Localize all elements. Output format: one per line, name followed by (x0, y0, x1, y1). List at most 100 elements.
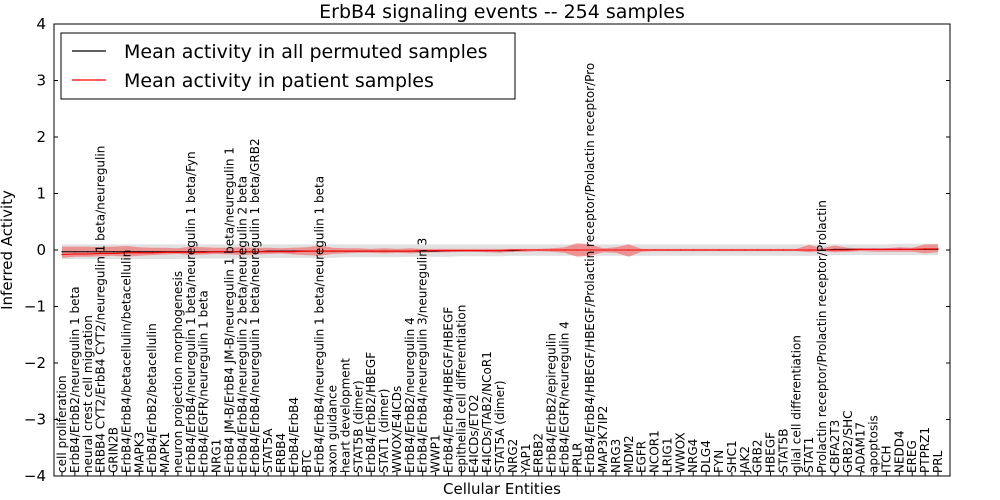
y-tick-label: 2 (36, 128, 46, 146)
data-point-patient (357, 250, 359, 252)
data-point-permuted (87, 251, 89, 253)
legend: Mean activity in all permuted samples Me… (60, 32, 516, 100)
entity-label: NRG1 (210, 439, 224, 473)
entity-label: STAT5B (776, 429, 790, 474)
entity-label: E4ICDs/TAB2/NCoR1 (480, 351, 494, 473)
data-point-patient (563, 249, 566, 251)
entity-label: neural crest cell migration (81, 315, 95, 473)
entity-label: ErbB4/EGFR/neuregulin 1 beta (197, 290, 211, 473)
entity-label: Prolactin receptor/Prolactin receptor/Pr… (815, 200, 829, 473)
data-point-patient (795, 249, 797, 251)
data-point-patient (692, 249, 694, 251)
y-tick-label: −2 (24, 354, 46, 372)
data-point-patient (460, 250, 462, 252)
entity-labels: cell proliferationErbB4/ErbB2/neuregulin… (55, 63, 945, 476)
data-point-permuted (151, 251, 153, 253)
data-point-patient (125, 252, 127, 254)
entity-label: ErbB4/ErbB2/epiregulin (545, 333, 559, 473)
entity-label: ErbB4/ErbB4/neuregulin 1 beta/neuregulin… (248, 138, 262, 473)
data-point-patient (924, 248, 926, 250)
data-point-patient (112, 252, 115, 254)
data-point-patient (731, 249, 733, 251)
data-point-patient (383, 250, 385, 252)
y-tick-label: 4 (36, 15, 46, 33)
entity-label: ERBB4 (274, 433, 288, 473)
data-point-permuted (138, 251, 140, 253)
chart-title: ErbB4 signaling events -- 254 samples (319, 1, 685, 23)
entity-label: NEDD4 (892, 430, 906, 473)
entity-label: ErbB4/ErbB2/neuregulin 1 beta (68, 286, 82, 473)
entity-label: ERBB4 CYT2/ErbB4 CYT2/neuregulin 1 beta/… (94, 146, 108, 473)
y-tick-label: −1 (24, 298, 46, 316)
entity-label: YAP1 (519, 444, 533, 474)
entity-label: PRL (931, 450, 945, 473)
data-point-patient (435, 250, 437, 252)
entity-label: FYN (712, 450, 726, 473)
data-point-patient (409, 250, 411, 252)
entity-label: STAT5B (dimer) (351, 380, 365, 473)
data-point-patient (228, 251, 231, 253)
data-point-patient (769, 249, 772, 251)
entity-label: MDM2 (622, 435, 636, 473)
data-point-patient (873, 248, 875, 250)
entity-label: ADAM17 (854, 422, 868, 473)
entity-label: ErbB4/ErbB4/neuregulin 1 beta/neuregulin… (313, 176, 327, 473)
entity-label: MAP3K7IP2 (596, 406, 610, 473)
data-point-patient (396, 250, 398, 252)
data-point-patient (151, 252, 153, 254)
data-point-patient (138, 252, 140, 254)
data-point-patient (319, 250, 321, 252)
data-point-patient (216, 251, 218, 253)
data-point-patient (679, 249, 682, 251)
entity-label: ITCH (880, 445, 894, 473)
y-tick-label: 1 (36, 185, 46, 203)
data-point-patient (808, 249, 810, 251)
entity-label: E4ICDs/ETO2 (467, 394, 481, 473)
y-tick-label: −4 (24, 467, 46, 485)
entity-label: apoptosis (867, 415, 881, 473)
entity-label: GRIN2B (107, 427, 121, 473)
y-tick-label: 0 (36, 241, 46, 259)
entity-label: HBEGF (764, 432, 778, 473)
data-point-patient (370, 250, 372, 252)
entity-label: STAT1 (dimer) (377, 389, 391, 473)
entity-label: ErbB4/ErbB4/neuregulin 1 beta/neuregulin… (184, 151, 198, 473)
entity-label: epithelial cell differentiation (454, 305, 468, 473)
data-point-patient (61, 253, 63, 256)
data-point-patient (538, 249, 540, 251)
data-point-patient (937, 248, 939, 250)
entity-label: MAPK1 (158, 432, 172, 473)
data-point-patient (241, 251, 243, 253)
entity-label: ErbB4/ErbB4/neuregulin 2 beta/neuregulin… (235, 176, 249, 473)
entity-label: ErbB4/EGFR/neuregulin 4 (557, 321, 571, 473)
data-point-patient (615, 249, 617, 251)
data-point-patient (744, 249, 746, 251)
data-point-patient (344, 250, 346, 252)
data-point-patient (718, 249, 720, 251)
data-point-patient (898, 248, 901, 250)
entity-label: EGFR (635, 441, 649, 473)
data-point-patient (782, 249, 785, 251)
entity-label: ErbB4/ErbB4/betacellulin/betacellulin (119, 250, 133, 473)
data-point-patient (602, 249, 604, 251)
data-point-patient (280, 251, 282, 253)
data-point-patient (860, 248, 862, 250)
data-point-patient (74, 253, 76, 255)
y-axis-ticks: −4 −3 −2 −1 0 1 2 3 4 (24, 15, 950, 485)
entity-label: ErbB4/ErbB2/HBEGF (364, 352, 378, 473)
entity-label: LRIG1 (661, 438, 675, 474)
data-point-patient (666, 249, 669, 251)
entity-label: STAT5A (dimer) (493, 380, 507, 473)
entity-label: glial cell differentiation (789, 335, 803, 473)
legend-label-permuted: Mean activity in all permuted samples (124, 41, 487, 63)
entity-label: GRB2 (751, 439, 765, 473)
entity-label: cell proliferation (55, 375, 69, 473)
legend-label-patient: Mean activity in patient samples (124, 70, 434, 92)
band-permuted (62, 243, 938, 259)
x-axis-title: Cellular Entities (443, 480, 561, 498)
entity-label: ErbB4/ErbB4/HBEGF/HBEGF (442, 307, 456, 473)
entity-label: STAT1 (802, 437, 816, 473)
data-point-patient (499, 250, 501, 252)
entity-label: NRG2 (506, 439, 520, 473)
